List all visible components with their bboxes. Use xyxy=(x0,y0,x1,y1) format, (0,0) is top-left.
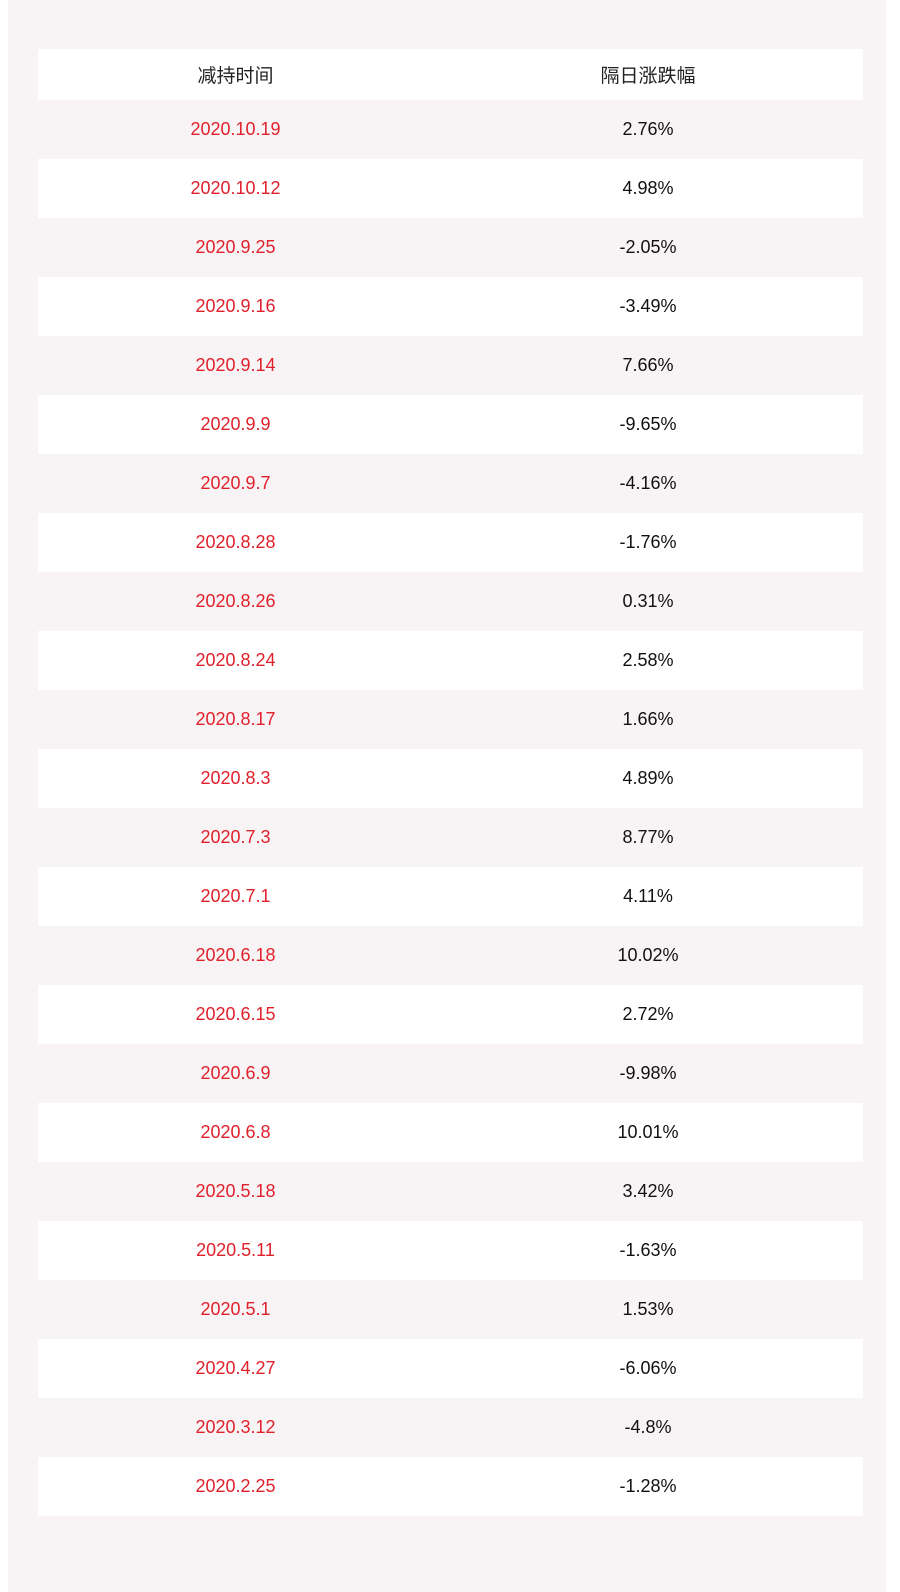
change-cell: 4.89% xyxy=(622,768,674,788)
change-cell: -9.65% xyxy=(619,414,677,434)
header-row: 减持时间 隔日涨跌幅 xyxy=(38,49,863,100)
change-cell: 2.76% xyxy=(622,119,674,139)
date-cell: 2020.3.12 xyxy=(195,1417,276,1437)
date-cell: 2020.2.25 xyxy=(195,1476,276,1496)
table-row: 2020.7.3 8.77% xyxy=(38,808,863,867)
table-row: 2020.6.9 -9.98% xyxy=(38,1044,863,1103)
table: 减持时间 隔日涨跌幅 2020.10.19 2.76% 2020.10.12 4.98… xyxy=(38,49,863,1516)
table-row: 2020.7.1 4.11% xyxy=(38,867,863,926)
change-cell: 10.02% xyxy=(617,945,679,965)
change-cell: 1.53% xyxy=(622,1299,674,1319)
change-cell: 4.11% xyxy=(623,886,673,906)
table-row: 2020.8.24 2.58% xyxy=(38,631,863,690)
table-row: 2020.9.14 7.66% xyxy=(38,336,863,395)
header-cell: 减持时间 xyxy=(197,66,274,87)
date-cell: 2020.10.19 xyxy=(190,119,281,139)
date-cell: 2020.8.26 xyxy=(195,591,276,611)
table-row: 2020.8.26 0.31% xyxy=(38,572,863,631)
date-cell: 2020.8.17 xyxy=(195,709,276,729)
change-cell: -4.8% xyxy=(624,1417,672,1437)
table-row: 2020.8.17 1.66% xyxy=(38,690,863,749)
change-cell: -9.98% xyxy=(619,1063,677,1083)
date-cell: 2020.6.18 xyxy=(195,945,276,965)
date-cell: 2020.5.18 xyxy=(195,1181,276,1201)
change-cell: 2.58% xyxy=(622,650,674,670)
header-cell: 隔日涨跌幅 xyxy=(600,66,696,87)
table-row: 2020.9.16 -3.49% xyxy=(38,277,863,336)
change-cell: -2.05% xyxy=(619,237,677,257)
table-row: 2020.5.18 3.42% xyxy=(38,1162,863,1221)
date-cell: 2020.5.11 xyxy=(196,1240,275,1260)
date-cell: 2020.7.3 xyxy=(200,827,271,847)
table-row: 2020.9.7 -4.16% xyxy=(38,454,863,513)
date-cell: 2020.6.8 xyxy=(200,1122,271,1142)
date-cell: 2020.4.27 xyxy=(195,1358,276,1378)
date-cell: 2020.7.1 xyxy=(200,886,271,906)
change-cell: 10.01% xyxy=(617,1122,679,1142)
change-cell: -1.76% xyxy=(619,532,677,552)
panel: 减持时间 隔日涨跌幅 2020.10.19 2.76% 2020.10.12 4.98… xyxy=(8,0,886,1592)
change-cell: 7.66% xyxy=(622,355,674,375)
change-cell: 1.66% xyxy=(622,709,674,729)
table-row: 2020.6.18 10.02% xyxy=(38,926,863,985)
change-cell: -6.06% xyxy=(619,1358,677,1378)
date-cell: 2020.5.1 xyxy=(200,1299,271,1319)
date-cell: 2020.10.12 xyxy=(190,178,281,198)
table-row: 2020.8.3 4.89% xyxy=(38,749,863,808)
table-row: 2020.10.12 4.98% xyxy=(38,159,863,218)
table-row: 2020.9.9 -9.65% xyxy=(38,395,863,454)
change-cell: -3.49% xyxy=(619,296,677,316)
table-row: 2020.3.12 -4.8% xyxy=(38,1398,863,1457)
table-row: 2020.6.15 2.72% xyxy=(38,985,863,1044)
table-row: 2020.6.8 10.01% xyxy=(38,1103,863,1162)
date-cell: 2020.8.3 xyxy=(200,768,271,788)
change-cell: 3.42% xyxy=(622,1181,674,1201)
date-cell: 2020.9.16 xyxy=(195,296,276,316)
change-cell: -1.63% xyxy=(619,1240,677,1260)
date-cell: 2020.8.28 xyxy=(195,532,276,552)
date-cell: 2020.8.24 xyxy=(195,650,276,670)
table-row: 2020.8.28 -1.76% xyxy=(38,513,863,572)
table-row: 2020.5.1 1.53% xyxy=(38,1280,863,1339)
date-cell: 2020.9.25 xyxy=(195,237,276,257)
change-cell: -1.28% xyxy=(619,1476,677,1496)
change-cell: 2.72% xyxy=(622,1004,674,1024)
table-row: 2020.10.19 2.76% xyxy=(38,100,863,159)
change-cell: -4.16% xyxy=(619,473,677,493)
table-row: 2020.9.25 -2.05% xyxy=(38,218,863,277)
table-row: 2020.2.25 -1.28% xyxy=(38,1457,863,1516)
table-row: 2020.4.27 -6.06% xyxy=(38,1339,863,1398)
change-cell: 8.77% xyxy=(622,827,674,847)
date-cell: 2020.9.7 xyxy=(200,473,271,493)
change-cell: 4.98% xyxy=(622,178,674,198)
change-cell: 0.31% xyxy=(622,591,674,611)
date-cell: 2020.9.9 xyxy=(200,414,271,434)
date-cell: 2020.6.15 xyxy=(195,1004,276,1024)
date-cell: 2020.9.14 xyxy=(195,355,276,375)
date-cell: 2020.6.9 xyxy=(200,1063,271,1083)
table-row: 2020.5.11 -1.63% xyxy=(38,1221,863,1280)
